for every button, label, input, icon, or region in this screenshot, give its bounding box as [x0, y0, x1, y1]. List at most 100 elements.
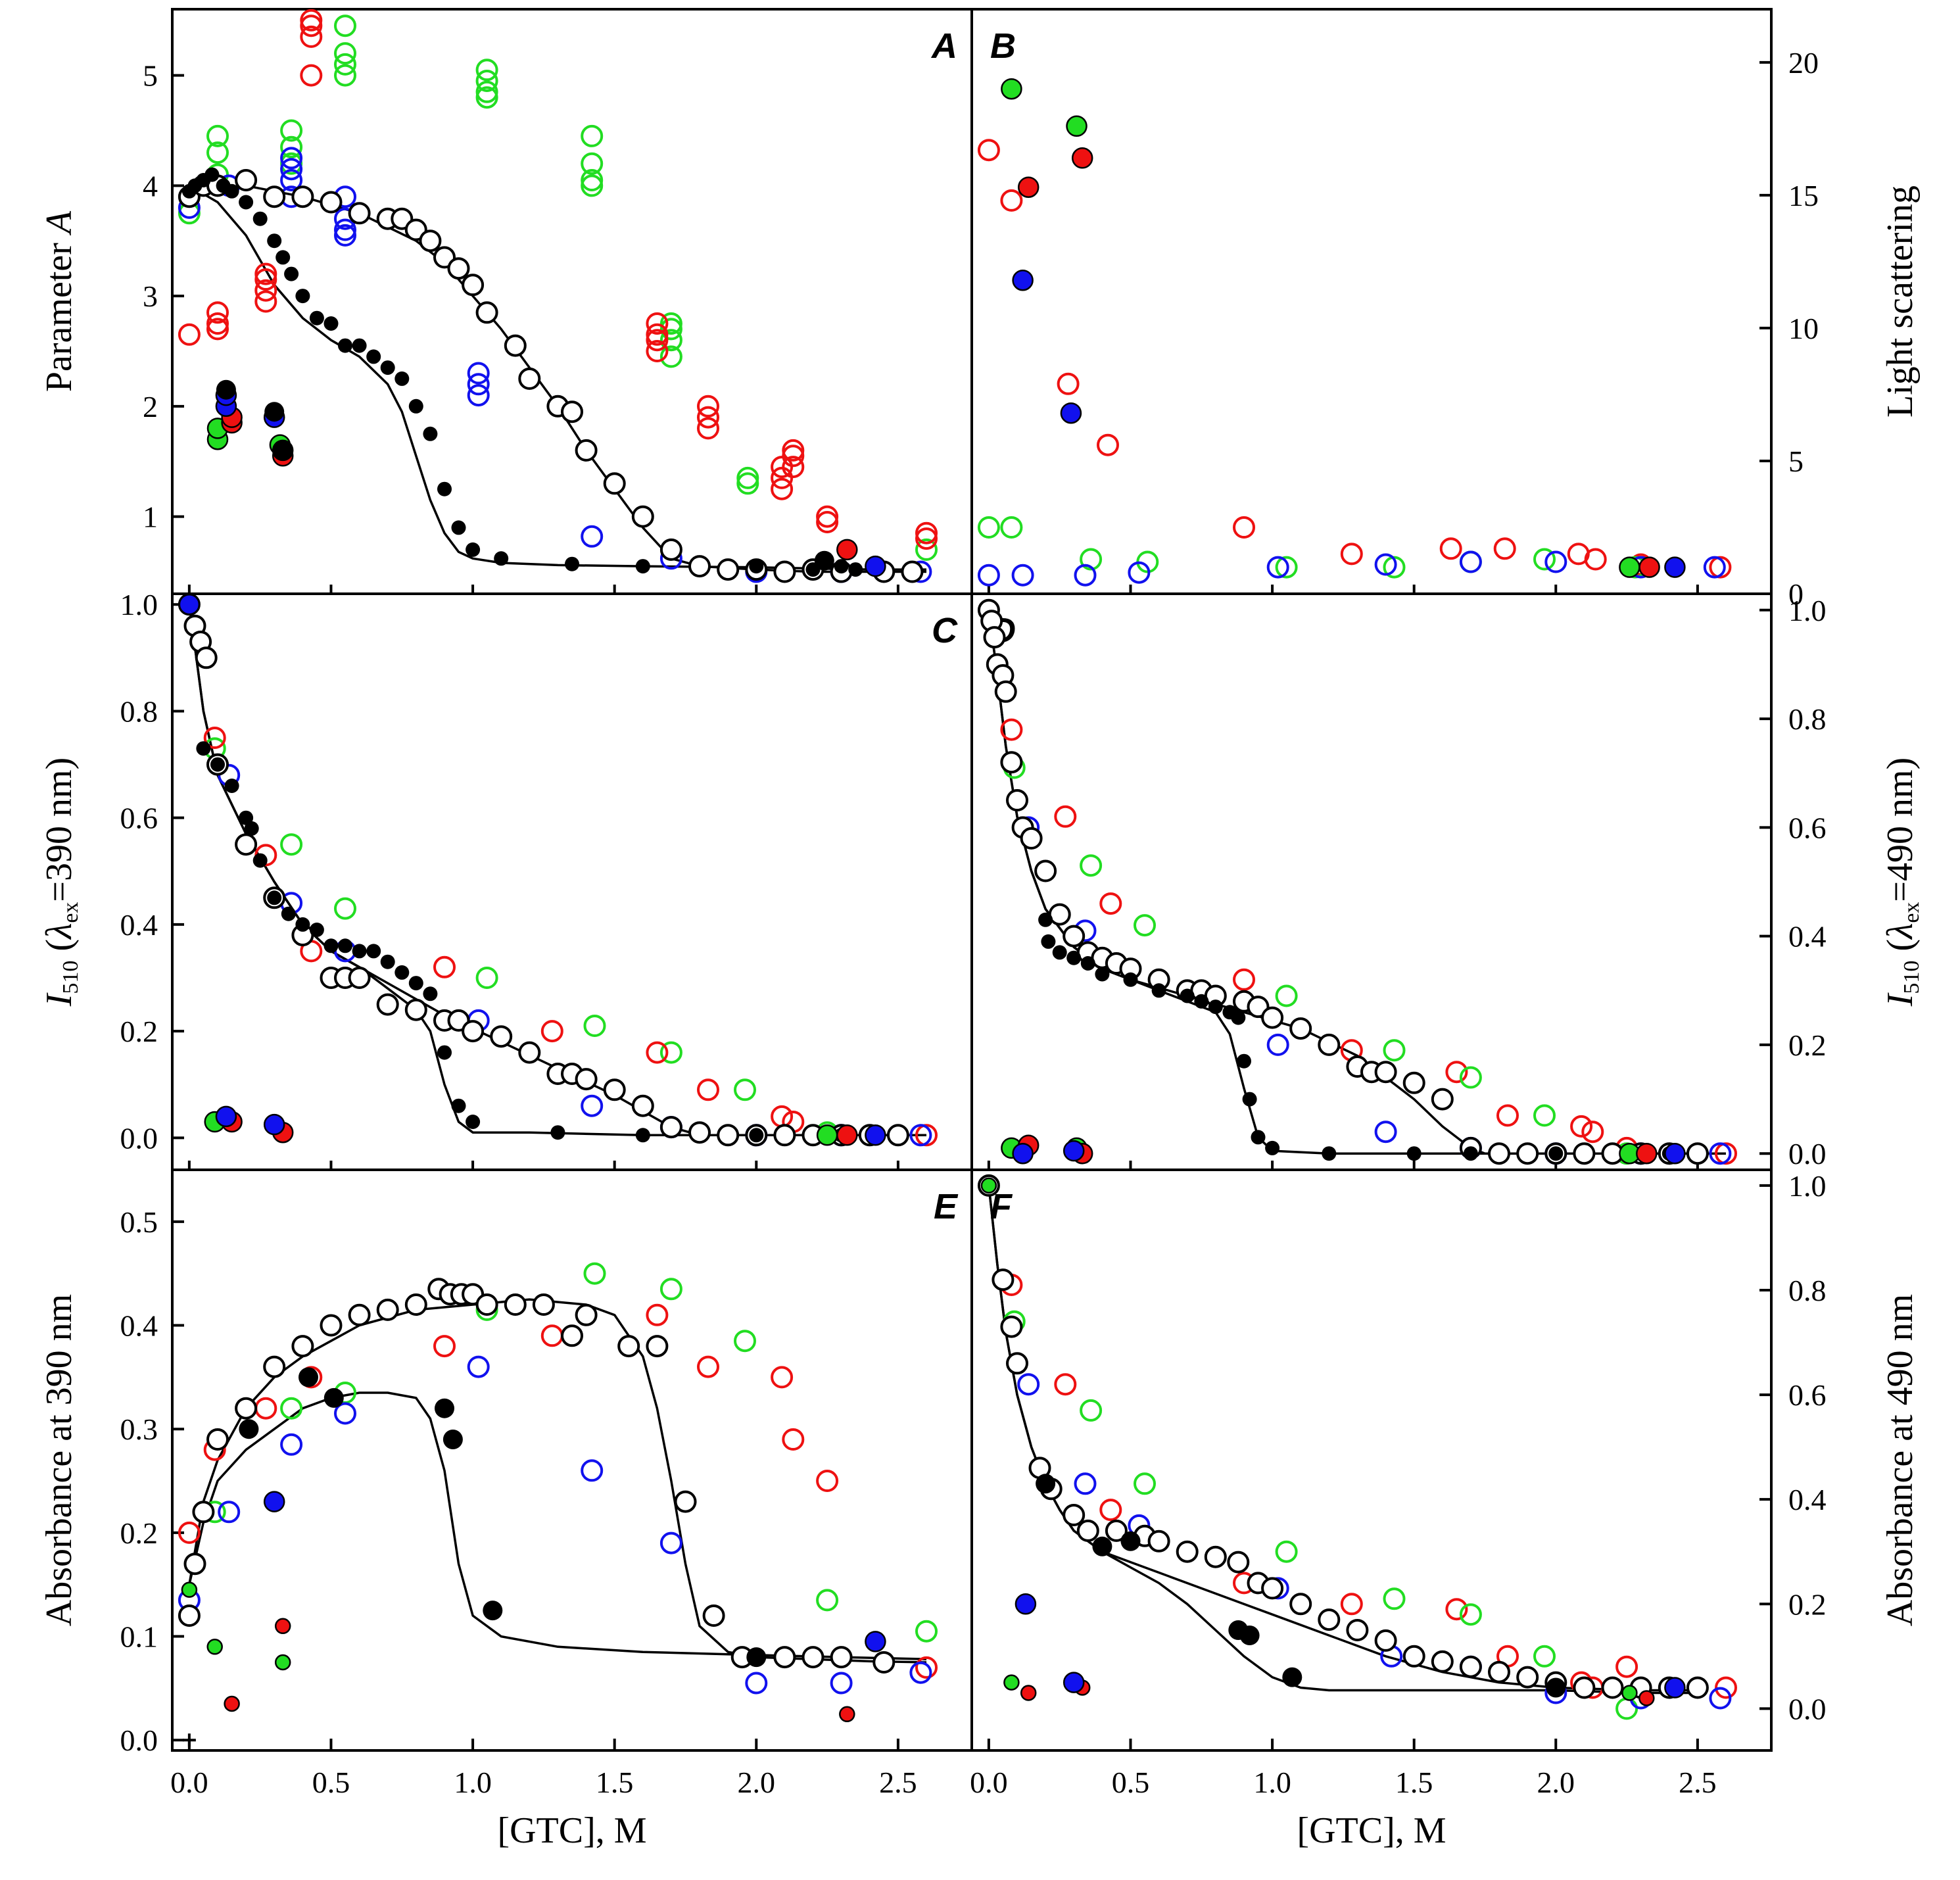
- data-point: [909, 1124, 932, 1147]
- data-point: [281, 906, 296, 921]
- data-point: [274, 1654, 291, 1671]
- data-point: [782, 439, 805, 462]
- data-point: [1431, 1650, 1454, 1673]
- data-point: [646, 323, 669, 346]
- data-point: [1282, 1667, 1303, 1687]
- y-tick-label: 0.8: [1788, 702, 1827, 736]
- panel-frame: [970, 1169, 1773, 1752]
- data-point: [254, 1397, 277, 1420]
- data-point: [674, 1490, 697, 1513]
- data-point: [263, 185, 286, 208]
- y-axis-label: I510 (λex=490 nm): [1880, 758, 1924, 1007]
- data-point: [178, 323, 201, 346]
- data-point: [746, 1647, 767, 1668]
- data-point: [252, 211, 268, 226]
- data-point: [1017, 1373, 1040, 1396]
- data-point: [736, 472, 759, 495]
- origin-marker: [182, 1733, 196, 1747]
- data-point: [575, 439, 598, 462]
- data-point: [408, 976, 423, 991]
- data-point: [540, 1324, 563, 1347]
- data-point: [235, 169, 258, 191]
- data-point: [334, 897, 356, 920]
- data-point: [581, 525, 604, 548]
- data-point: [816, 1124, 838, 1146]
- data-point: [275, 250, 291, 265]
- y-tick-label: 2: [143, 390, 158, 423]
- data-point: [1233, 968, 1255, 991]
- data-point: [1584, 548, 1607, 571]
- data-point: [1120, 1531, 1141, 1551]
- data-point: [977, 139, 1000, 162]
- data-point: [659, 1041, 682, 1064]
- data-point: [872, 1651, 896, 1674]
- y-tick-label: 5: [1788, 445, 1804, 478]
- data-point: [1289, 1017, 1312, 1040]
- data-point: [334, 1402, 356, 1425]
- data-point: [376, 993, 399, 1016]
- data-point: [1636, 1142, 1658, 1165]
- data-point: [273, 440, 293, 460]
- data-point: [839, 1706, 855, 1723]
- data-point: [915, 1620, 938, 1643]
- data-point: [1445, 1598, 1468, 1621]
- data-point: [771, 1105, 794, 1128]
- y-tick-label: 0.4: [1788, 920, 1827, 953]
- data-point: [1251, 1130, 1266, 1145]
- data-point: [483, 1601, 503, 1621]
- data-point: [475, 967, 498, 989]
- data-point: [1060, 402, 1082, 424]
- data-point: [380, 954, 395, 969]
- data-point: [1533, 548, 1556, 571]
- data-point: [1374, 1629, 1397, 1652]
- data-point: [1231, 1010, 1246, 1025]
- data-point: [697, 417, 719, 440]
- y-tick-label: 0.6: [120, 802, 158, 835]
- data-point: [475, 301, 498, 324]
- panel-letter: E: [934, 1187, 959, 1226]
- data-point: [1134, 1472, 1156, 1495]
- data-point: [745, 1672, 768, 1695]
- data-point: [646, 1041, 669, 1064]
- data-point: [295, 289, 310, 304]
- data-point: [736, 466, 759, 489]
- data-point: [1664, 1677, 1686, 1699]
- data-point: [561, 1324, 583, 1347]
- data-point: [1123, 972, 1138, 987]
- data-point: [334, 224, 356, 247]
- data-point: [1000, 189, 1023, 212]
- data-point: [224, 1695, 240, 1712]
- data-point: [1052, 945, 1067, 960]
- data-point: [773, 1124, 796, 1147]
- y-axis-label-part: ex: [1900, 902, 1924, 923]
- data-point: [836, 1124, 858, 1146]
- data-point: [235, 1397, 258, 1420]
- data-point: [280, 1397, 303, 1420]
- y-tick-label: 0.0: [1788, 1692, 1827, 1725]
- data-point: [909, 1661, 932, 1684]
- y-axis-label-part: (: [39, 939, 80, 961]
- x-tick-label: 2.5: [879, 1766, 917, 1799]
- data-point: [830, 1646, 853, 1669]
- data-point: [467, 362, 490, 385]
- data-point: [1686, 1142, 1709, 1165]
- data-point: [309, 923, 324, 937]
- data-point: [1242, 1092, 1257, 1107]
- data-point: [1063, 1504, 1086, 1526]
- data-point: [816, 511, 839, 533]
- data-point: [352, 338, 367, 353]
- data-point: [581, 152, 604, 175]
- y-tick-label: 0.5: [120, 1205, 158, 1239]
- data-point: [1041, 934, 1056, 949]
- y-tick-label: 0.1: [120, 1620, 158, 1654]
- fit-line: [189, 184, 926, 573]
- data-point: [1533, 1645, 1556, 1668]
- data-point: [263, 1113, 285, 1136]
- data-point: [280, 135, 303, 158]
- data-point: [1533, 1104, 1556, 1127]
- data-point: [280, 169, 303, 191]
- data-point: [1664, 556, 1686, 578]
- data-point: [659, 1531, 682, 1555]
- fit-line: [188, 1391, 927, 1660]
- data-point: [1066, 115, 1088, 137]
